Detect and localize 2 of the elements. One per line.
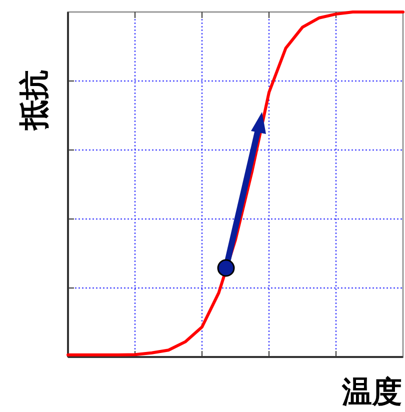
x-axis-title: 温度 <box>341 375 402 410</box>
y-axis-title: 抵抗 <box>17 70 52 131</box>
